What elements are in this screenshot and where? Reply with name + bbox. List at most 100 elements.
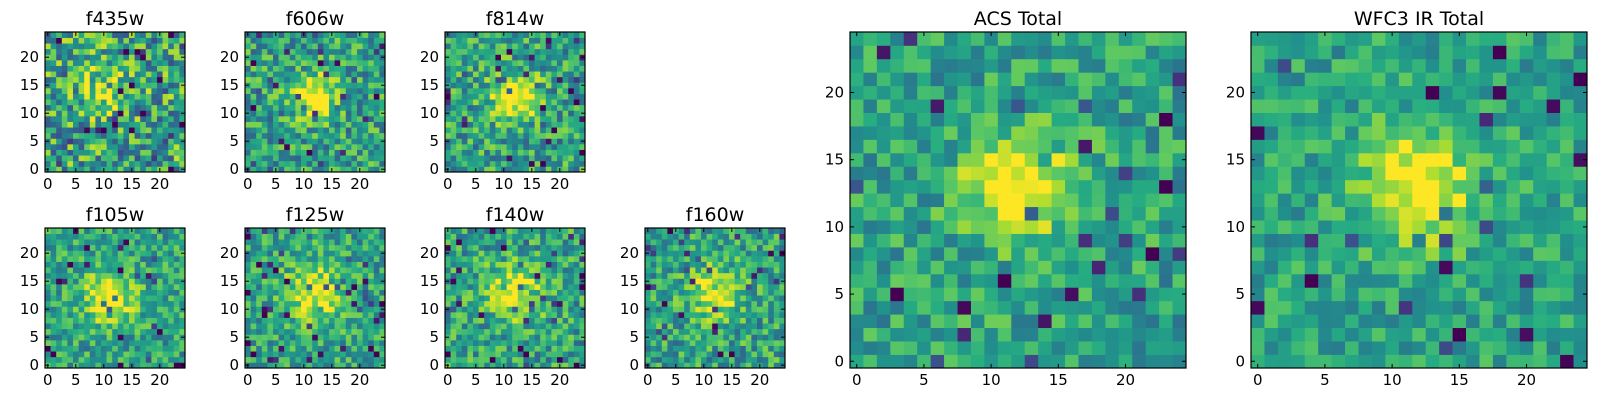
heatmap-cell xyxy=(245,239,251,246)
heatmap-cell xyxy=(368,121,375,128)
heatmap-cell xyxy=(162,88,169,94)
heatmap-cell xyxy=(151,138,158,145)
heatmap-cell xyxy=(306,239,313,246)
heatmap-cell xyxy=(517,323,524,330)
heatmap-cell xyxy=(278,300,285,307)
heatmap-cell xyxy=(151,233,158,240)
heatmap-cell xyxy=(773,356,780,363)
heatmap-cell xyxy=(512,82,519,89)
heatmap-cell xyxy=(529,351,535,358)
heatmap-cell xyxy=(112,239,119,246)
heatmap-cell xyxy=(89,60,96,66)
heatmap-cell xyxy=(661,356,668,363)
heatmap-cell xyxy=(1091,314,1106,329)
heatmap-cell xyxy=(745,317,752,324)
heatmap-cell xyxy=(1118,273,1133,288)
heatmap-cell xyxy=(734,362,741,369)
heatmap-cell xyxy=(517,127,524,134)
heatmap-cell xyxy=(129,88,135,94)
heatmap-cell xyxy=(545,312,552,318)
heatmap-cell xyxy=(512,110,519,117)
heatmap-cell xyxy=(534,356,541,363)
heatmap-cell xyxy=(289,351,296,358)
heatmap-cell xyxy=(450,272,457,279)
heatmap-cell xyxy=(1024,247,1039,261)
heatmap-cell xyxy=(517,110,524,117)
heatmap-cell xyxy=(73,149,79,156)
heatmap-cell xyxy=(306,82,313,89)
heatmap-cell xyxy=(284,256,291,262)
heatmap-cell xyxy=(723,295,730,302)
heatmap-cell xyxy=(456,284,463,290)
heatmap-cell xyxy=(134,132,141,139)
heatmap-cell xyxy=(95,54,102,61)
heatmap-cell xyxy=(306,312,313,318)
heatmap-cell xyxy=(368,323,375,330)
heatmap-cell xyxy=(876,327,891,342)
heatmap-cell xyxy=(957,233,972,248)
heatmap-cell xyxy=(557,278,563,285)
heatmap-cell xyxy=(540,328,547,335)
heatmap-cell xyxy=(740,233,747,240)
heatmap-cell xyxy=(78,295,85,302)
heatmap-cell xyxy=(106,99,113,106)
heatmap-cell xyxy=(312,99,319,106)
heatmap-cell xyxy=(573,267,580,274)
heatmap-cell xyxy=(278,261,285,268)
heatmap-cell xyxy=(351,71,358,78)
heatmap-cell xyxy=(56,340,63,346)
heatmap-cell xyxy=(301,278,307,285)
heatmap-cell xyxy=(903,314,918,329)
heatmap-cell xyxy=(461,110,468,117)
heatmap-cell xyxy=(351,76,358,83)
heatmap-cell xyxy=(145,323,152,330)
heatmap-cell xyxy=(379,144,386,150)
heatmap-cell xyxy=(312,132,319,139)
heatmap-cell xyxy=(334,323,341,330)
heatmap-cell xyxy=(579,60,586,66)
heatmap-cell xyxy=(89,82,96,89)
heatmap-cell xyxy=(456,362,463,369)
heatmap-cell xyxy=(362,138,369,145)
heatmap-cell xyxy=(67,54,74,61)
heatmap-cell xyxy=(362,345,369,352)
heatmap-cell xyxy=(345,60,352,66)
heatmap-cell xyxy=(562,99,569,106)
heatmap-cell xyxy=(362,127,369,134)
heatmap-cell xyxy=(357,267,363,274)
heatmap-cell xyxy=(729,328,735,335)
heatmap-cell xyxy=(284,328,291,335)
x-tick-label: 15 xyxy=(522,175,541,193)
x-tick-label: 15 xyxy=(322,371,341,389)
heatmap-cell xyxy=(984,354,999,369)
heatmap-cell xyxy=(506,362,513,369)
heatmap-cell xyxy=(456,323,463,330)
heatmap-cell xyxy=(579,37,586,44)
heatmap-cell xyxy=(362,323,369,330)
heatmap-cell xyxy=(540,54,547,61)
heatmap-cell xyxy=(256,345,263,352)
heatmap-cell xyxy=(273,295,279,302)
heatmap-cell xyxy=(323,132,330,139)
heatmap-cell xyxy=(484,104,491,111)
heatmap-cell xyxy=(56,328,63,335)
heatmap-cell xyxy=(273,54,279,61)
heatmap-cell xyxy=(168,144,175,150)
heatmap-cell xyxy=(179,272,186,279)
heatmap-cell xyxy=(117,351,124,358)
heatmap-cell xyxy=(523,88,530,94)
heatmap-cell xyxy=(95,144,102,150)
heatmap-cell xyxy=(478,127,485,134)
heatmap-cell xyxy=(450,239,457,246)
heatmap-cell xyxy=(495,116,502,122)
heatmap-cell xyxy=(106,37,113,44)
heatmap-cell xyxy=(523,295,530,302)
heatmap-cell xyxy=(95,272,102,279)
heatmap-cell xyxy=(984,233,999,248)
heatmap-cell xyxy=(684,351,691,358)
heatmap-cell xyxy=(351,60,358,66)
heatmap-cell xyxy=(768,328,775,335)
heatmap-cell xyxy=(106,48,113,55)
heatmap-cell xyxy=(473,267,479,274)
